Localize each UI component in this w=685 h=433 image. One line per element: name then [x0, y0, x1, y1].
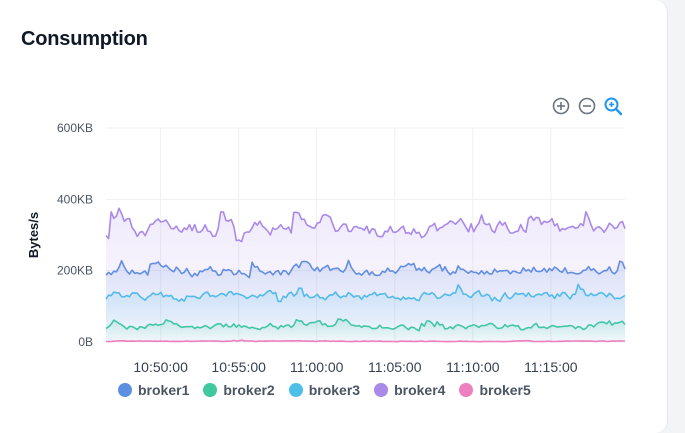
zoom-in-icon[interactable]	[551, 96, 571, 116]
chart-title: Consumption	[21, 28, 148, 50]
legend-item-broker1[interactable]: broker1	[118, 382, 189, 398]
y-tick-label: 0B	[78, 335, 93, 349]
zoom-out-icon[interactable]	[577, 96, 597, 116]
legend-item-broker2[interactable]: broker2	[203, 382, 275, 398]
legend-label: broker4	[394, 382, 446, 398]
legend-marker	[288, 383, 303, 397]
legend-marker	[118, 383, 132, 397]
y-tick-label: 600KB	[57, 121, 93, 135]
x-tick-label: 11:15:00	[524, 359, 578, 375]
consumption-card: Consumption 0B 200KB 400KB 600KB 10:50:00 10:…	[0, 0, 667, 433]
consumption-chart: 0B 200KB 400KB 600KB 10:50:00 10:55:00 11:00:0…	[26, 121, 626, 375]
x-tick-label: 10:50:00	[133, 359, 188, 375]
x-tick-label: 11:05:00	[368, 359, 422, 375]
legend-marker	[203, 383, 218, 397]
zoom-reset-icon[interactable]	[603, 96, 623, 116]
x-tick-label: 11:10:00	[446, 359, 500, 375]
legend-label: broker2	[223, 382, 275, 398]
x-tick-label: 10:55:00	[211, 359, 266, 375]
legend-label: broker1	[138, 382, 190, 398]
legend-item-broker4[interactable]: broker4	[374, 382, 445, 398]
legend-label: broker3	[308, 382, 361, 398]
y-tick-label: 400KB	[57, 192, 93, 206]
chart-toolbar	[551, 96, 623, 116]
y-axis-label: Bytes/s	[26, 212, 41, 258]
y-tick-label: 200KB	[57, 264, 93, 278]
legend-label: broker5	[479, 382, 531, 398]
x-tick-label: 11:00:00	[290, 359, 344, 375]
chart-legend: broker1 broker2 broker3 broker4 broker5	[118, 382, 531, 398]
legend-marker	[374, 383, 389, 397]
series-line-broker4	[105, 207, 626, 243]
legend-marker	[459, 383, 474, 397]
legend-item-broker3[interactable]: broker3	[288, 382, 361, 398]
series-line-broker5	[106, 339, 626, 343]
legend-item-broker5[interactable]: broker5	[459, 382, 531, 398]
series-area-broker4	[106, 208, 625, 342]
